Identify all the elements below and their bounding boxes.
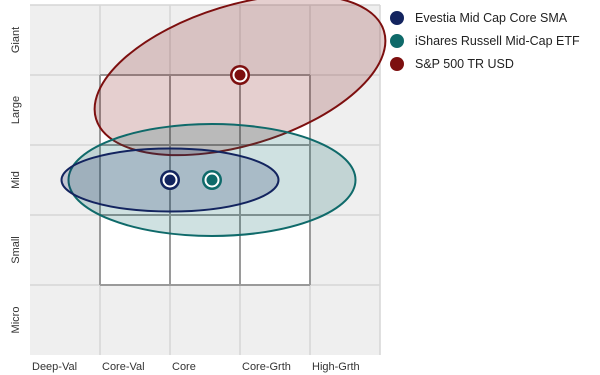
- y-tick-label: Mid: [10, 171, 22, 189]
- centroid-point-2: [230, 65, 250, 85]
- legend-marker: [390, 57, 404, 71]
- centroid-point-1: [202, 170, 222, 190]
- y-tick-labels: Micro Small Mid Large Giant: [10, 27, 22, 334]
- legend-label: S&P 500 TR USD: [415, 57, 514, 71]
- x-tick-labels: Deep-Val Core-Val Core Core-Grth High-Grth: [32, 361, 360, 373]
- legend-marker: [390, 11, 404, 25]
- y-tick-label: Giant: [10, 27, 22, 53]
- legend-marker: [390, 34, 404, 48]
- centroid-dot: [164, 174, 176, 186]
- legend-item: Evestia Mid Cap Core SMA: [390, 8, 580, 28]
- legend-label: iShares Russell Mid-Cap ETF: [415, 34, 580, 48]
- x-tick-label: High-Grth: [312, 361, 360, 373]
- legend: Evestia Mid Cap Core SMA iShares Russell …: [390, 8, 580, 77]
- y-tick-label: Micro: [10, 307, 22, 334]
- y-tick-label: Small: [10, 236, 22, 264]
- x-tick-label: Core: [172, 361, 196, 373]
- legend-item: S&P 500 TR USD: [390, 54, 580, 74]
- x-tick-label: Core-Grth: [242, 361, 291, 373]
- x-tick-label: Core-Val: [102, 361, 145, 373]
- y-tick-label: Large: [10, 96, 22, 124]
- centroid-point-0: [160, 170, 180, 190]
- x-tick-label: Deep-Val: [32, 361, 77, 373]
- centroid-points: [160, 65, 250, 190]
- legend-label: Evestia Mid Cap Core SMA: [415, 11, 568, 25]
- centroid-dot: [234, 69, 246, 81]
- centroid-dot: [206, 174, 218, 186]
- legend-item: iShares Russell Mid-Cap ETF: [390, 31, 580, 51]
